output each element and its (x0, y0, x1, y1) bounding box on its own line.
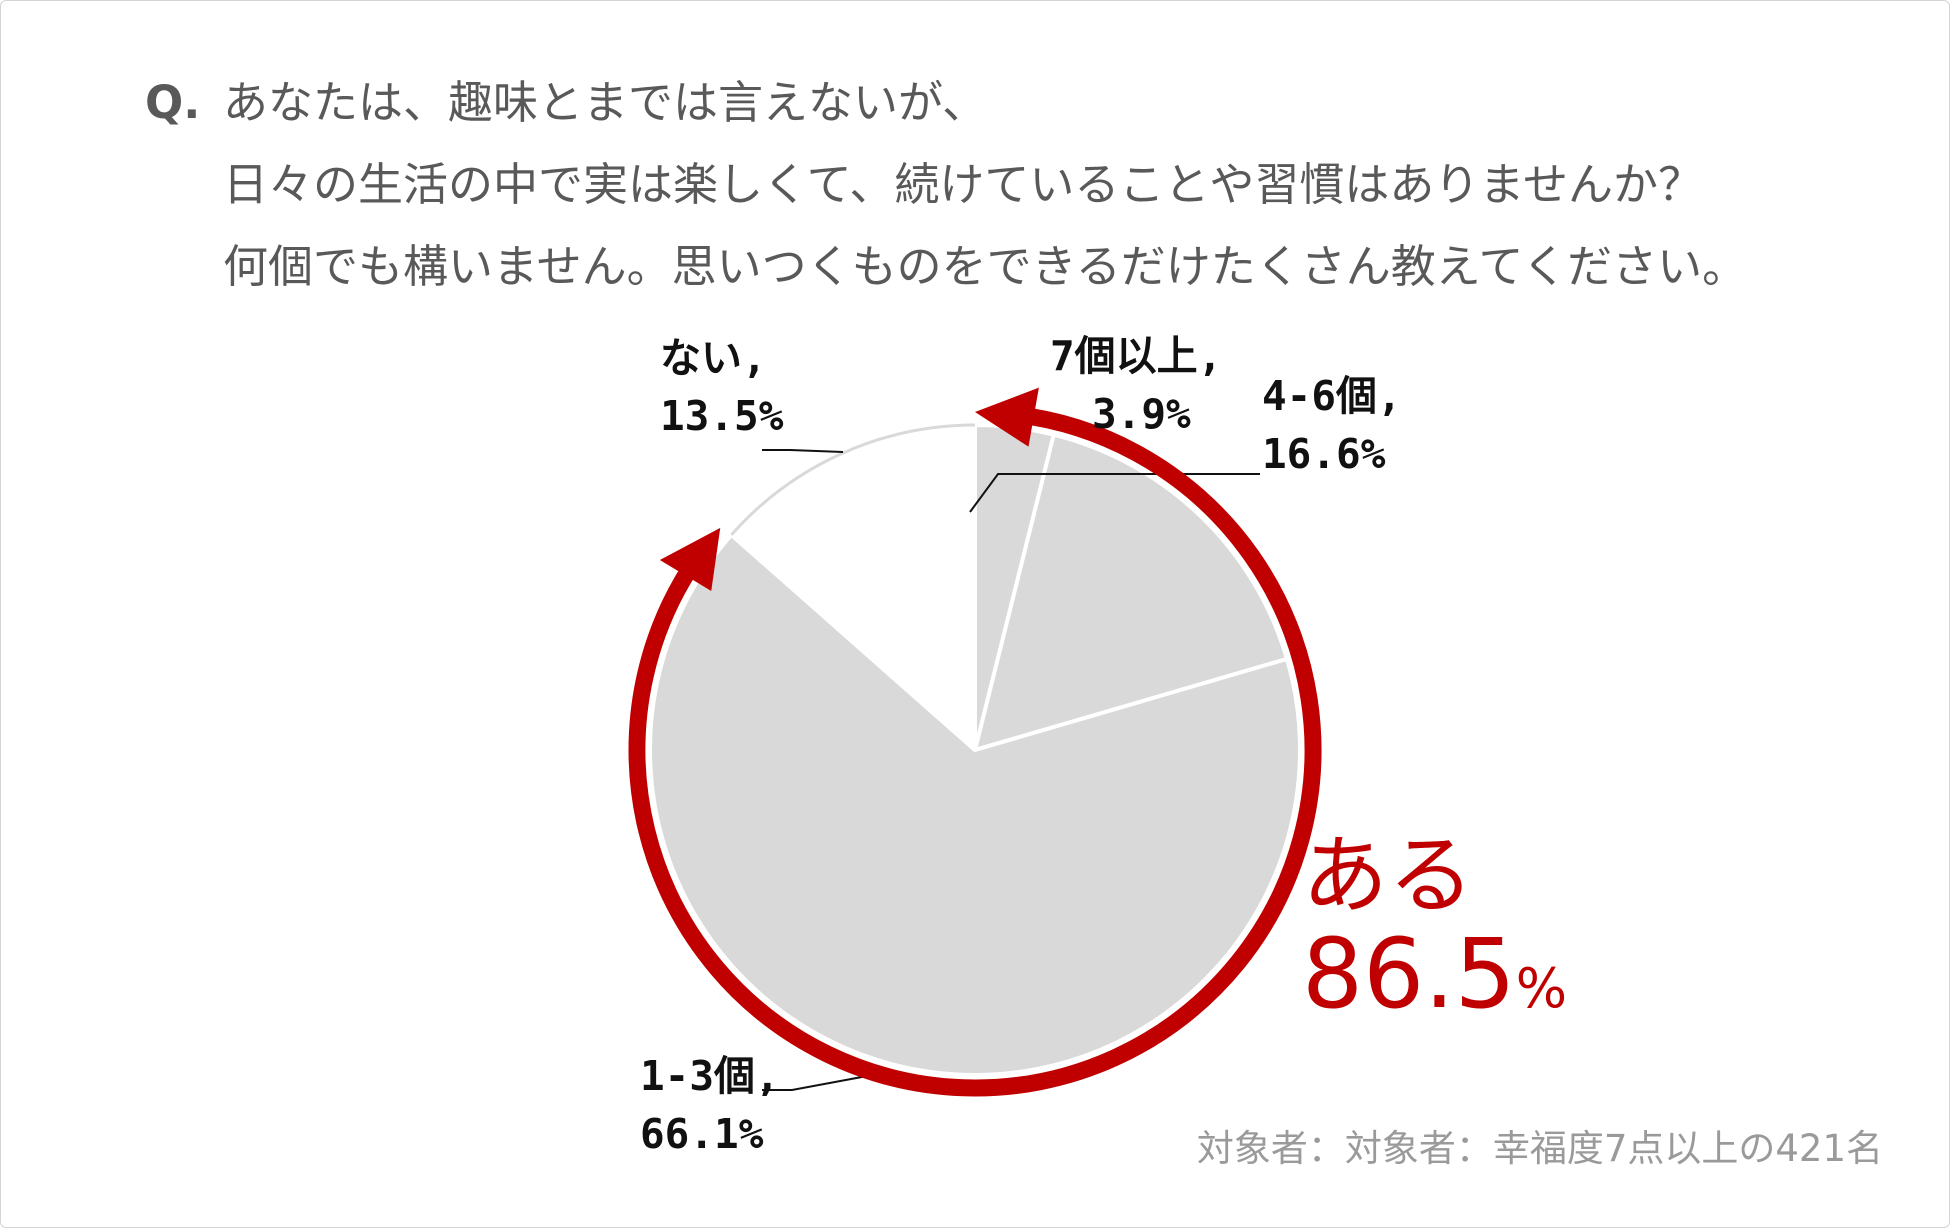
slice-label-value: 16.6% (1262, 430, 1386, 478)
slice-label-name: 7個以上, (1050, 332, 1222, 380)
source-note: 対象者：対象者：幸福度7点以上の421名 (1196, 1127, 1883, 1170)
highlight-ring-arc (628, 404, 1322, 1097)
leader-line (762, 449, 844, 453)
question-line-1-text: あなたは、趣味とまでは言えないが、 (223, 76, 988, 129)
slice-label-name: 1-3個, (640, 1052, 780, 1100)
question-line-1: Q. あなたは、趣味とまでは言えないが、 (145, 62, 1747, 144)
highlight-ring-arrowhead (975, 387, 1039, 447)
highlight-group-value-unit: % (1516, 957, 1567, 1020)
pie-slices (648, 423, 1302, 1077)
highlight-group-value: 86.5% (1302, 918, 1567, 1030)
slice-label-value: 66.1% (640, 1110, 764, 1158)
pie-slice (648, 532, 1302, 1077)
question-line-2: 日々の生活の中で実は楽しくて、続けていることや習慣はありませんか？ (223, 158, 1704, 211)
question-line-3: 何個でも構いません。思いつくものをできるだけたくさん教えてください。 (223, 240, 1748, 293)
highlight-group-name: ある (1302, 826, 1474, 926)
highlight-ring (628, 387, 1322, 1097)
slice-label-name: ない, (660, 334, 767, 382)
leader-line (762, 1073, 879, 1091)
slice-label-value: 3.9% (1092, 390, 1191, 438)
slice-label-name: 4-6個, (1262, 372, 1402, 420)
question-prefix: Q. (145, 76, 201, 129)
question-text: Q. あなたは、趣味とまでは言えないが、 日々の生活の中で実は楽しくて、続けている… (145, 62, 1747, 308)
pie-slice-outline (730, 423, 976, 536)
slice-labels: 7個以上, 3.9% 4-6個, 16.6% 1-3個, 66.1% ない, 13.5% (640, 332, 1402, 1158)
pie-slice (973, 432, 1289, 752)
slice-label-value: 13.5% (660, 392, 784, 440)
highlight-ring-arrowhead (659, 527, 721, 591)
highlight-group-value-number: 86.5 (1302, 918, 1516, 1030)
